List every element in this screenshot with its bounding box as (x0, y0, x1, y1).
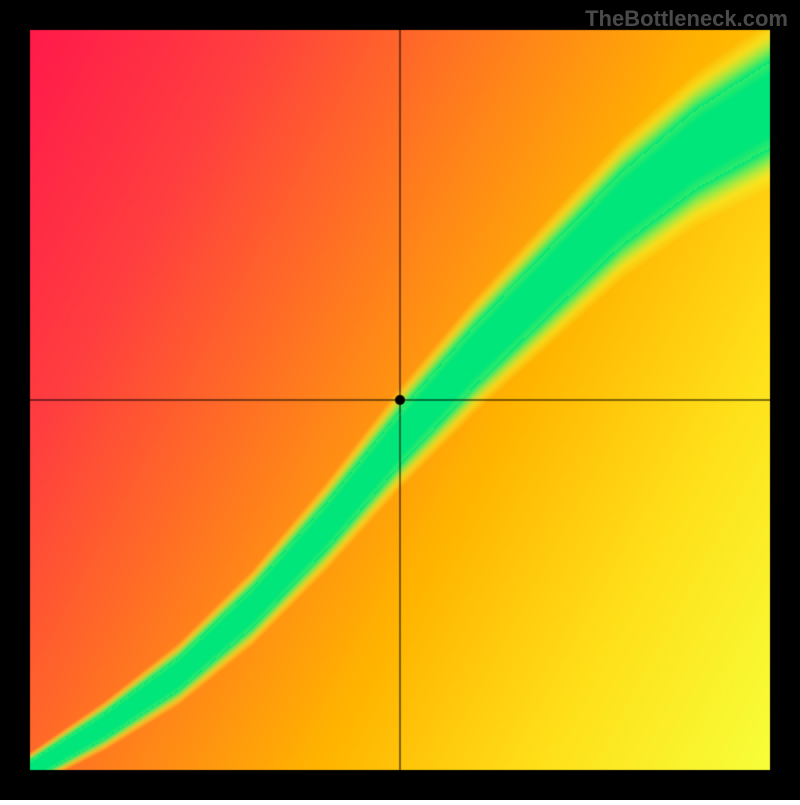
heatmap-canvas (0, 0, 800, 800)
watermark-label: TheBottleneck.com (585, 6, 788, 32)
bottleneck-heatmap (0, 0, 800, 800)
